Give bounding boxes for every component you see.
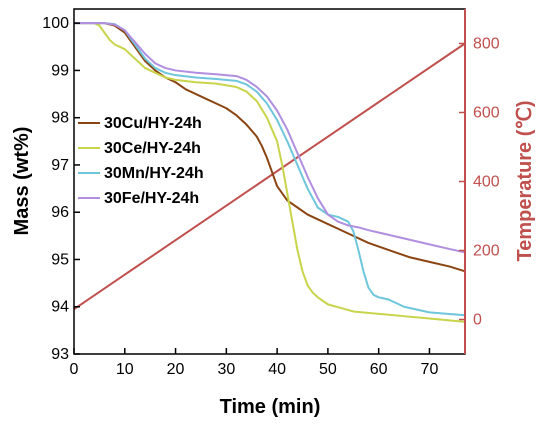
x-axis-title: Time (min) <box>220 396 321 418</box>
y2-axis-title: Temperature (℃) <box>514 100 536 261</box>
x-tick-label: 60 <box>370 361 388 378</box>
x-tick-label: 20 <box>167 361 185 378</box>
y-tick-label: 93 <box>51 346 69 363</box>
y-tick-label: 97 <box>51 157 69 174</box>
series-line-0 <box>74 22 466 273</box>
y-tick-label: 100 <box>42 15 69 32</box>
y-tick-label: 99 <box>51 62 69 79</box>
y2-tick-label: 200 <box>473 243 500 260</box>
x-tick-label: 0 <box>70 361 79 378</box>
y-tick-label: 94 <box>51 299 69 316</box>
series-line-1 <box>74 22 466 323</box>
y-tick-label: 96 <box>51 204 69 221</box>
y2-tick-label: 800 <box>473 36 500 53</box>
series-line-2 <box>74 22 466 317</box>
y-tick-label: 98 <box>51 110 69 127</box>
x-axis-ticks: 0 10 20 30 40 50 60 70 <box>70 348 439 378</box>
legend: 30Cu/HY-24h 30Ce/HY-24h 30Mn/HY-24h 30Fe/HY… <box>78 115 204 207</box>
y2-tick-label: 400 <box>473 174 500 191</box>
plot-lines <box>73 22 466 323</box>
y2-tick-label: 0 <box>473 312 482 329</box>
y2-axis-ticks: 0 200 400 600 800 <box>459 36 500 329</box>
legend-label-3: 30Fe/HY-24h <box>104 190 199 207</box>
legend-label-0: 30Cu/HY-24h <box>104 115 202 132</box>
x-tick-label: 10 <box>116 361 134 378</box>
y-axis-title: Mass (wt%) <box>11 127 33 236</box>
x-tick-label: 70 <box>421 361 439 378</box>
legend-label-1: 30Ce/HY-24h <box>104 140 201 157</box>
y-axis-ticks: 93 94 95 96 97 98 99 100 <box>42 15 80 363</box>
x-tick-label: 30 <box>217 361 235 378</box>
x-tick-label: 50 <box>319 361 337 378</box>
series-line-3 <box>74 22 466 254</box>
y2-tick-label: 600 <box>473 105 500 122</box>
temperature-line <box>73 42 466 310</box>
y-tick-label: 95 <box>51 251 69 268</box>
legend-label-2: 30Mn/HY-24h <box>104 165 204 182</box>
x-tick-label: 40 <box>268 361 286 378</box>
